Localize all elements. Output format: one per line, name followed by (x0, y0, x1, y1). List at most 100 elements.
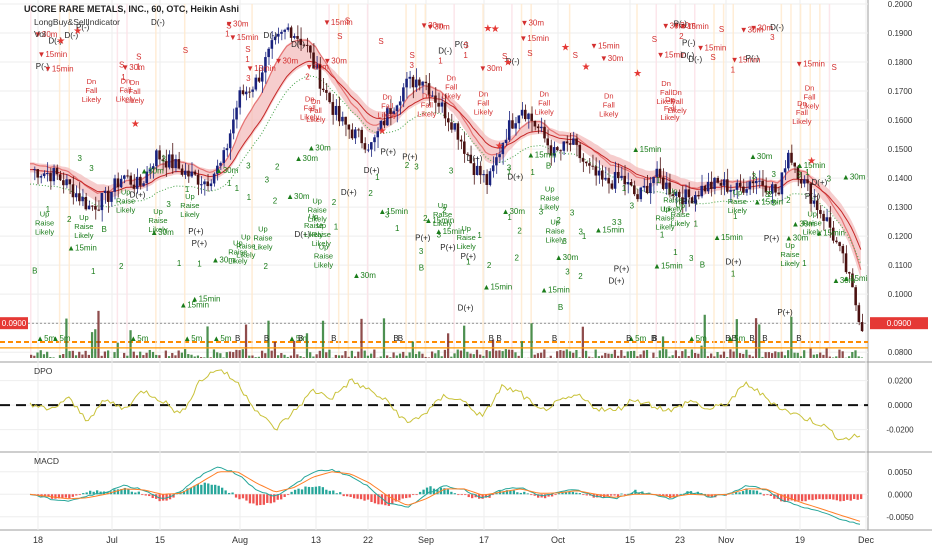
volume-bar (299, 356, 301, 358)
volume-bar (277, 355, 279, 358)
indicator-legend[interactable]: LongBuy&SellIndicator (34, 17, 120, 27)
macd-histogram-bar (732, 494, 734, 495)
buy-label: Likely (116, 206, 135, 215)
sell-marker: S (527, 49, 532, 58)
buy-marker: ▲15min (713, 233, 743, 242)
volume-bar (761, 357, 763, 358)
bottom-marker: B (331, 334, 336, 343)
volume-bar (723, 352, 725, 358)
macd-histogram-bar (808, 494, 810, 499)
candle-body (421, 82, 424, 86)
macd-histogram-bar (367, 494, 369, 499)
dpo-legend[interactable]: DPO (34, 366, 53, 376)
candle-body (710, 182, 713, 189)
counter-marker: 1 (466, 258, 471, 267)
candle-body (559, 150, 562, 151)
buy-label: Up (79, 213, 89, 222)
sell-label: Dn (130, 78, 140, 87)
volume-bar (351, 351, 353, 358)
buy-marker: P(+) (440, 243, 456, 252)
counter-marker: 2 (487, 261, 492, 270)
candle-body (588, 163, 591, 166)
volume-legend[interactable]: Vol (34, 29, 46, 39)
candle-body (803, 179, 806, 183)
sell-marker: ▼30m (121, 63, 145, 72)
bottom-marker: B (626, 334, 631, 343)
macd-histogram-bar (801, 494, 803, 501)
volume-bar (364, 351, 366, 358)
y-tick-label: 0.0200 (888, 377, 913, 386)
macd-legend[interactable]: MACD (34, 456, 59, 466)
volume-bar (498, 350, 500, 358)
counter-marker: 1 (805, 168, 810, 177)
bottom-marker: B (393, 334, 398, 343)
volume-bar (784, 355, 786, 358)
buy-marker: ▲30m (352, 271, 376, 280)
sell-label: Likely (125, 96, 144, 105)
sell-label: Fall (381, 101, 393, 110)
counter-marker: 2 (368, 189, 373, 198)
macd-histogram-bar (679, 494, 681, 495)
volume-bar (771, 353, 773, 358)
volume-bar (662, 336, 664, 358)
volume-bar (678, 356, 680, 358)
sell-marker: S (831, 63, 836, 72)
volume-bar (370, 354, 372, 358)
volume-bar (389, 357, 391, 358)
volume-bar (293, 341, 295, 358)
volume-bar (155, 355, 157, 358)
volume-bar (174, 355, 176, 358)
candle-body (277, 34, 280, 37)
macd-histogram-bar (450, 492, 452, 494)
signal-stripe (453, 4, 455, 358)
buy-marker: ▲30m (832, 276, 856, 285)
macd-histogram-bar (256, 494, 258, 505)
volume-bar (659, 350, 661, 358)
candle-body (136, 177, 139, 189)
candle-body (649, 183, 652, 193)
counter-marker: 3 (770, 33, 775, 42)
counter-marker: 2 (786, 196, 791, 205)
volume-bar (534, 355, 536, 358)
macd-histogram-bar (419, 492, 421, 494)
candle-body (524, 110, 527, 119)
sell-marker: D(-) (264, 31, 278, 40)
sell-label: Dn (446, 73, 456, 82)
sell-label: Dn (422, 92, 432, 101)
candle-body (697, 195, 700, 196)
macd-histogram-bar (141, 494, 143, 495)
macd-histogram-bar (471, 494, 473, 498)
macd-histogram-bar (749, 490, 751, 494)
candle-body (598, 171, 601, 176)
counter-marker: 1 (731, 269, 736, 278)
candle-body (495, 157, 498, 165)
volume-bar (315, 354, 317, 358)
macd-histogram-bar (770, 494, 772, 496)
candle-body (498, 154, 501, 157)
bottom-marker: B (264, 334, 269, 343)
macd-histogram-bar (363, 494, 365, 500)
volume-bar (81, 355, 83, 358)
candle-body (437, 103, 440, 107)
candle-body (258, 78, 261, 82)
candle-body (104, 191, 107, 193)
buy-marker: P(+) (777, 308, 793, 317)
macd-histogram-bar (846, 494, 848, 500)
x-tick-label: 18 (33, 535, 43, 545)
candle-body (200, 184, 203, 185)
volume-bar (639, 354, 641, 358)
sell-marker: S (573, 51, 578, 60)
buy-label: Raise (35, 218, 54, 227)
volume-bar (495, 351, 497, 358)
candle-body (91, 206, 94, 207)
bottom-marker: ▲5m (688, 334, 707, 343)
candle-body (591, 166, 594, 167)
volume-bar (431, 351, 433, 358)
macd-histogram-bar (311, 487, 313, 494)
candle-body (36, 169, 39, 177)
volume-bar (226, 352, 228, 358)
macd-histogram-bar (242, 494, 244, 498)
signal-stripe (251, 4, 253, 358)
macd-histogram-bar (131, 492, 133, 495)
macd-histogram-bar (613, 494, 615, 495)
